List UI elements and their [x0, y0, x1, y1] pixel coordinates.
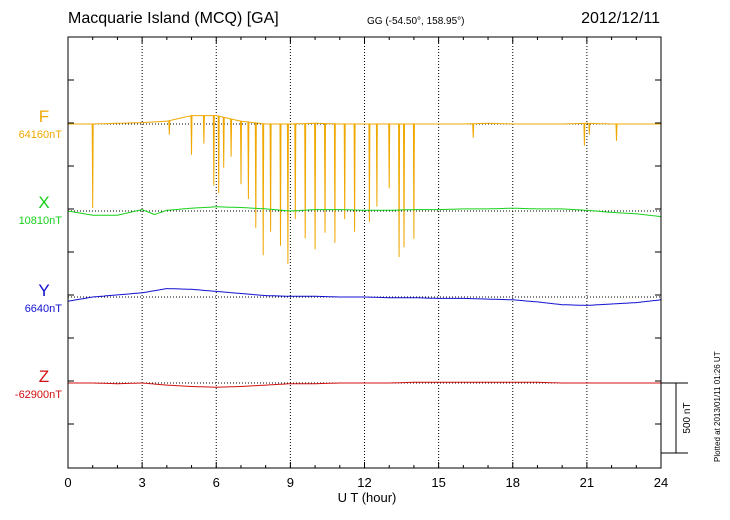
channel-letter-F: F	[39, 107, 49, 126]
scale-bar-label: 500 nT	[682, 402, 693, 433]
x-tick-label-18: 18	[506, 475, 520, 490]
x-tick-label-24: 24	[654, 475, 668, 490]
channel-baseline-Y: 6640nT	[25, 303, 63, 315]
scale-bar: 500 nT	[661, 382, 693, 454]
trace-X	[67, 206, 662, 218]
channel-letter-Y: Y	[38, 281, 49, 300]
trace-Z	[68, 381, 661, 388]
axis-ticks	[67, 37, 662, 468]
x-tick-label-0: 0	[64, 475, 71, 490]
x-tick-label-6: 6	[213, 475, 220, 490]
x-tick-labels: 0 3 6 9 12 15 18 21 24	[64, 475, 668, 490]
x-tick-label-21: 21	[580, 475, 594, 490]
channel-letter-Z: Z	[39, 367, 49, 386]
x-tick-label-15: 15	[431, 475, 445, 490]
trace-F	[68, 115, 661, 265]
trace-Y	[67, 288, 662, 306]
channel-baseline-Z: -62900nT	[15, 389, 62, 401]
x-tick-label-9: 9	[287, 475, 294, 490]
channel-baseline-X: 10810nT	[19, 215, 63, 227]
data-traces	[67, 115, 662, 388]
channel-labels: F 64160nT X 10810nT Y 6640nT Z -62900nT	[15, 107, 62, 401]
x-tick-label-12: 12	[357, 475, 371, 490]
channel-letter-X: X	[38, 193, 49, 212]
station-coordinates: GG (-54.50°, 158.95°)	[367, 16, 465, 27]
x-tick-label-3: 3	[139, 475, 146, 490]
x-axis-title: U T (hour)	[338, 490, 397, 505]
station-title: Macquarie Island (MCQ) [GA]	[68, 10, 279, 27]
plot-date: 2012/12/11	[581, 10, 660, 27]
chart-grid	[141, 37, 588, 468]
channel-baseline-F: 64160nT	[19, 129, 63, 141]
